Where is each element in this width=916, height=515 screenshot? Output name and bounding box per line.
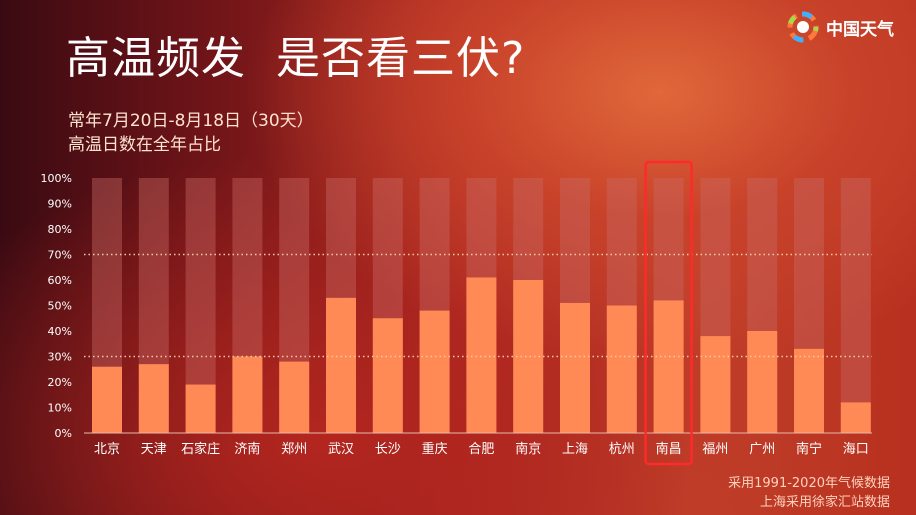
bar (92, 366, 122, 433)
chart-subtitle-period: 常年7月20日-8月18日（30天） (68, 111, 314, 131)
bar-track (840, 178, 871, 433)
brand-logo: 中国天气 (786, 10, 894, 44)
y-tick-label: 0% (55, 427, 72, 440)
bar (606, 305, 637, 433)
footnote-shanghai-station: 上海采用徐家汇站数据 (759, 495, 890, 510)
page-title: 高温频发 是否看三伏? (66, 33, 526, 84)
bar (419, 310, 450, 433)
bar (279, 361, 310, 433)
highlight-box (644, 160, 693, 466)
y-tick-label: 60% (48, 274, 72, 287)
y-tick-label: 90% (48, 198, 72, 211)
bar (794, 348, 824, 433)
y-tick-label: 20% (48, 376, 72, 389)
bar (138, 364, 169, 433)
x-tick-label: 石家庄 (181, 441, 220, 457)
y-tick-label: 30% (48, 351, 72, 364)
chart-subtitle-metric: 高温日数在全年占比 (68, 135, 221, 155)
y-tick-label: 40% (48, 325, 72, 338)
bar (840, 402, 871, 433)
x-tick-label: 南京 (515, 441, 541, 457)
x-tick-label: 长沙 (375, 442, 401, 457)
x-tick-label: 济南 (234, 441, 260, 457)
x-tick-label: 北京 (94, 442, 120, 457)
footnote-data-source: 采用1991-2020年气候数据 (728, 476, 890, 491)
y-tick-label: 10% (48, 402, 72, 415)
bar (513, 280, 544, 433)
x-tick-label: 郑州 (281, 442, 307, 457)
x-tick-label: 广州 (749, 442, 775, 457)
x-tick-label: 海口 (843, 442, 869, 457)
x-tick-label: 南昌 (656, 441, 682, 457)
y-tick-label: 80% (48, 223, 72, 236)
y-tick-label: 70% (48, 249, 72, 262)
bar (700, 336, 731, 433)
x-tick-label: 武汉 (328, 442, 354, 457)
brand-name: 中国天气 (826, 19, 894, 40)
bar (560, 302, 590, 433)
bar (326, 297, 356, 433)
x-tick-label: 杭州 (609, 442, 635, 457)
bar (372, 318, 403, 433)
weather-logo-icon (787, 11, 819, 43)
bar (747, 331, 778, 433)
bar (185, 384, 216, 433)
y-tick-label: 100% (41, 172, 72, 185)
x-tick-label: 天津 (141, 442, 167, 457)
bar (653, 300, 684, 433)
x-tick-label: 上海 (562, 442, 588, 457)
bar (232, 356, 263, 433)
bar (466, 277, 497, 433)
y-tick-label: 50% (48, 300, 72, 313)
x-tick-label: 南宁 (796, 441, 822, 457)
x-tick-label: 合肥 (468, 442, 494, 457)
x-tick-label: 福州 (702, 442, 728, 457)
x-tick-label: 重庆 (422, 441, 448, 457)
